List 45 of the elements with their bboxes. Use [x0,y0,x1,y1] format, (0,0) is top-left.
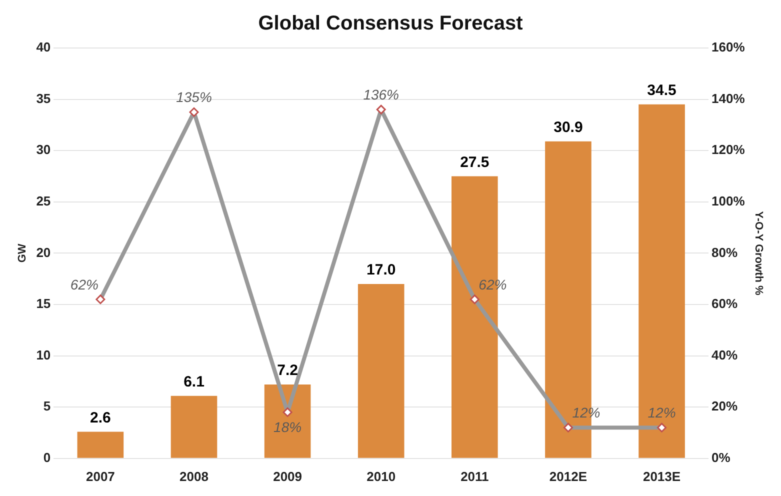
y-tick-label: 40 [36,40,51,55]
data-label: 34.5 [647,82,676,100]
y2-tick-label: 120% [712,142,746,158]
x-tick-label: 2009 [273,468,302,484]
y-tick-label: 5 [43,398,51,414]
y2-tick-label: 100% [712,193,746,208]
data-label: 17.0 [366,262,396,279]
bar [358,284,404,458]
data-label: 136% [363,86,400,102]
data-label: 135% [176,89,212,106]
y2-tick-label: 80% [712,244,738,260]
y-tick-label: 20 [36,244,51,260]
y2-tick-label: 0% [712,450,731,465]
data-label: 7.2 [277,362,298,380]
x-tick-label: 2007 [86,468,115,484]
bar [638,104,685,458]
data-label: 12% [648,404,676,421]
bar [77,432,124,458]
y2-tick-label: 40% [712,347,738,362]
x-tick-label: 2011 [460,468,489,484]
data-label: 62% [70,276,98,292]
y2-tick-label: 60% [712,296,738,312]
y2-axis-title: Y-O-Y Growth % [752,211,764,296]
x-tick-label: 2010 [366,468,396,484]
data-label: 18% [274,419,302,436]
y2-tick-label: 140% [712,90,746,106]
y-tick-label: 10 [36,347,51,362]
data-label: 6.1 [184,373,204,390]
data-label: 27.5 [460,154,490,171]
x-tick-label: 2012E [549,468,588,484]
y-tick-label: 30 [36,142,51,158]
y2-tick-label: 20% [712,398,738,414]
bar [264,384,311,458]
x-tick-label: 2013E [642,468,681,484]
y-axis-title: GW [16,243,29,263]
y-tick-label: 35 [36,90,51,106]
y2-tick-label: 160% [712,40,746,55]
y-tick-label: 0 [43,450,51,465]
chart-title: Global Consensus Forecast [258,12,524,35]
y-tick-label: 25 [36,193,51,208]
bar [170,396,218,458]
x-tick-label: 2008 [180,468,208,484]
y-tick-label: 15 [36,296,51,312]
data-label: 2.6 [90,409,111,426]
data-label: 30.9 [554,119,583,136]
